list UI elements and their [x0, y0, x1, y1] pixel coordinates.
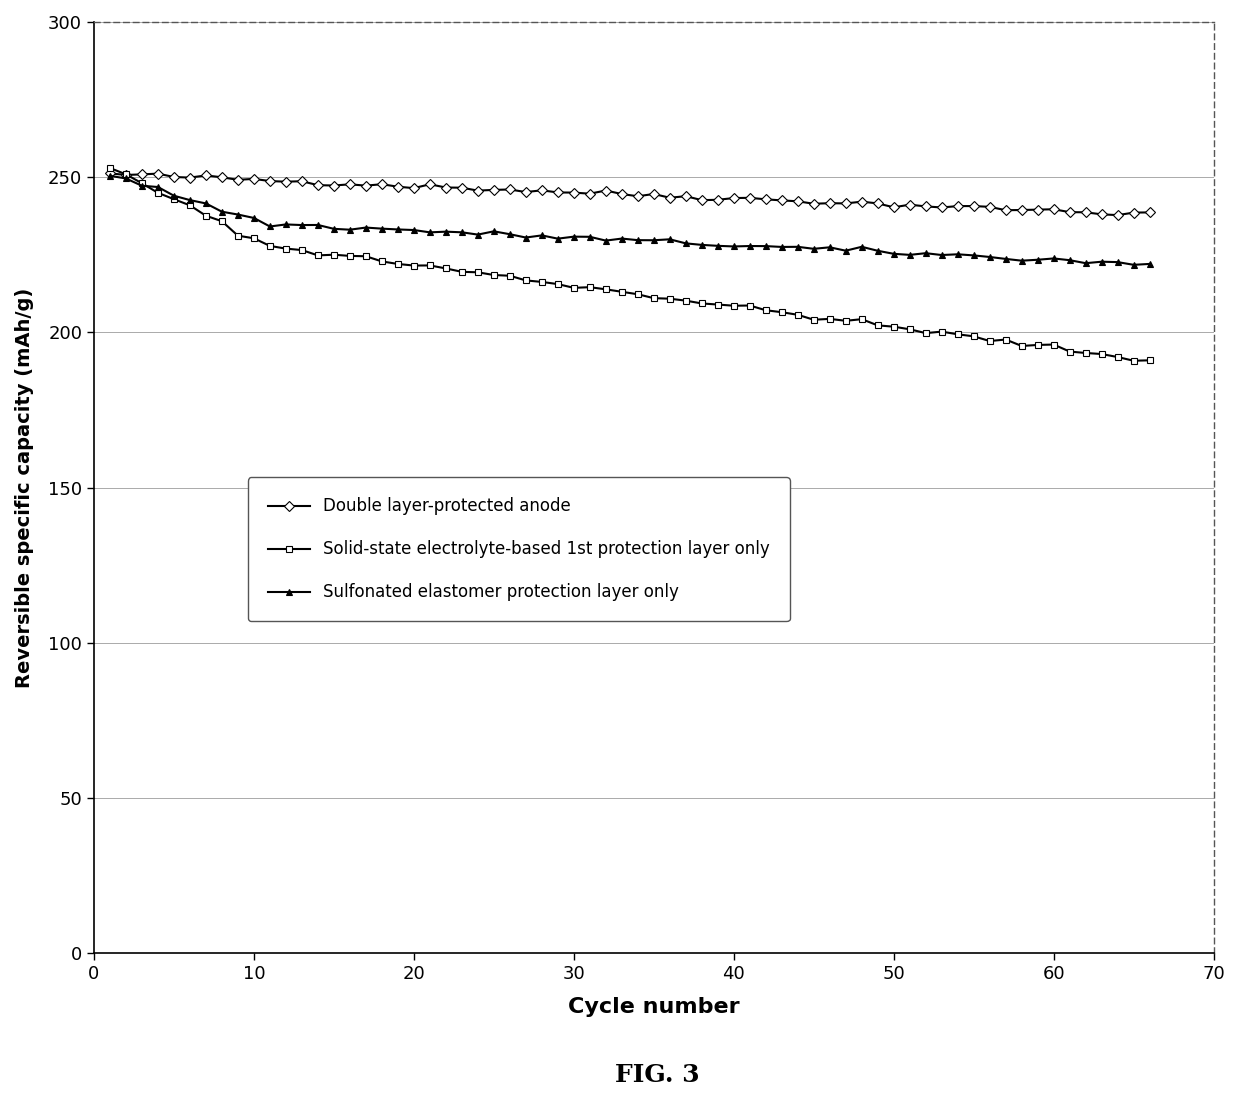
- Double layer-protected anode: [103, 167, 118, 180]
- Sulfonated elastomer protection layer only: [182, 193, 197, 206]
- Sulfonated elastomer protection layer only: [919, 247, 934, 260]
- Double layer-protected anode: [1142, 205, 1157, 219]
- X-axis label: Cycle number: Cycle number: [568, 997, 739, 1017]
- Solid-state electrolyte-based 1st protection layer only: [1063, 345, 1078, 358]
- Double layer-protected anode: [1110, 209, 1125, 222]
- Solid-state electrolyte-based 1st protection layer only: [103, 161, 118, 175]
- Double layer-protected anode: [551, 186, 565, 199]
- Sulfonated elastomer protection layer only: [358, 221, 373, 234]
- Double layer-protected anode: [358, 179, 373, 192]
- Double layer-protected anode: [182, 171, 197, 184]
- Line: Double layer-protected anode: Double layer-protected anode: [107, 170, 1153, 219]
- Sulfonated elastomer protection layer only: [103, 169, 118, 182]
- Solid-state electrolyte-based 1st protection layer only: [919, 326, 934, 339]
- Sulfonated elastomer protection layer only: [1126, 258, 1141, 271]
- Double layer-protected anode: [423, 178, 438, 191]
- Solid-state electrolyte-based 1st protection layer only: [1142, 354, 1157, 367]
- Double layer-protected anode: [1063, 205, 1078, 219]
- Sulfonated elastomer protection layer only: [1142, 257, 1157, 270]
- Y-axis label: Reversible specific capacity (mAh/g): Reversible specific capacity (mAh/g): [15, 288, 33, 687]
- Solid-state electrolyte-based 1st protection layer only: [182, 199, 197, 212]
- Text: FIG. 3: FIG. 3: [615, 1063, 699, 1087]
- Solid-state electrolyte-based 1st protection layer only: [1126, 355, 1141, 368]
- Legend: Double layer-protected anode, Solid-state electrolyte-based 1st protection layer: Double layer-protected anode, Solid-stat…: [248, 478, 790, 621]
- Solid-state electrolyte-based 1st protection layer only: [423, 259, 438, 272]
- Double layer-protected anode: [919, 200, 934, 213]
- Solid-state electrolyte-based 1st protection layer only: [551, 278, 565, 291]
- Line: Sulfonated elastomer protection layer only: Sulfonated elastomer protection layer on…: [107, 172, 1153, 268]
- Solid-state electrolyte-based 1st protection layer only: [358, 249, 373, 262]
- Sulfonated elastomer protection layer only: [1063, 254, 1078, 267]
- Sulfonated elastomer protection layer only: [423, 226, 438, 239]
- Sulfonated elastomer protection layer only: [551, 232, 565, 245]
- Line: Solid-state electrolyte-based 1st protection layer only: Solid-state electrolyte-based 1st protec…: [107, 165, 1153, 365]
